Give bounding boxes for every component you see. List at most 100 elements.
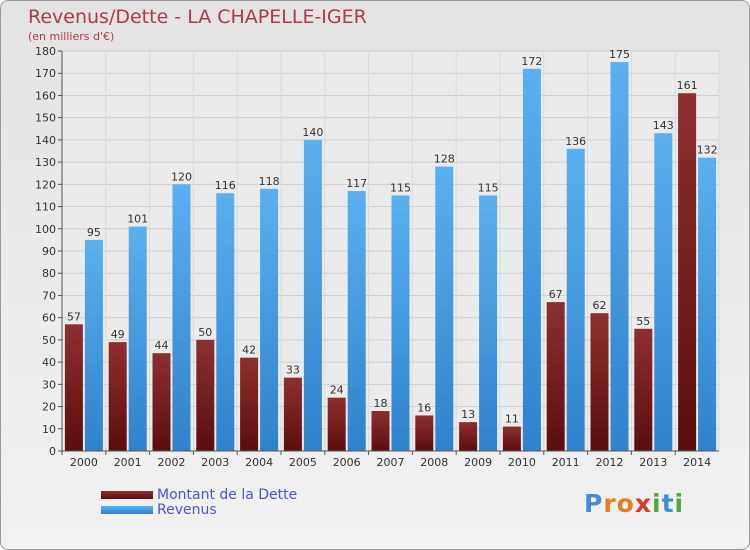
data-label-debt: 42 xyxy=(242,344,256,357)
x-tick-label: 2011 xyxy=(552,456,580,469)
x-tick-label: 2002 xyxy=(158,456,186,469)
y-tick-label: 160 xyxy=(35,89,56,102)
data-label-revenus: 115 xyxy=(478,181,499,194)
data-label-debt: 33 xyxy=(286,364,300,377)
chart-subtitle: (en milliers d'€) xyxy=(28,30,115,43)
bar-debt xyxy=(678,93,697,451)
y-tick-label: 90 xyxy=(42,245,56,258)
data-label-revenus: 128 xyxy=(434,153,455,166)
y-tick-label: 70 xyxy=(42,289,56,302)
bar-debt xyxy=(64,324,83,451)
chart-title: Revenus/Dette - LA CHAPELLE-IGER xyxy=(28,6,367,28)
bar-revenus xyxy=(172,184,191,452)
bar-debt xyxy=(590,313,609,451)
y-tick-label: 0 xyxy=(49,445,56,458)
y-tick-label: 180 xyxy=(35,45,56,58)
bar-revenus xyxy=(479,195,498,451)
data-label-debt: 16 xyxy=(417,401,431,414)
legend-label-debt: Montant de la Dette xyxy=(157,486,298,503)
logo-letter: P xyxy=(584,489,604,518)
y-tick-label: 40 xyxy=(42,356,56,369)
x-tick-label: 2000 xyxy=(70,456,98,469)
data-label-debt: 55 xyxy=(636,315,650,328)
bar-debt xyxy=(634,328,653,451)
data-label-revenus: 118 xyxy=(259,175,280,188)
bar-debt xyxy=(371,411,390,451)
x-tick-label: 2005 xyxy=(289,456,317,469)
bar-revenus xyxy=(303,139,322,451)
data-label-debt: 13 xyxy=(461,408,475,421)
chart-legend: Montant de la Dette Revenus xyxy=(101,486,298,518)
logo-letter: i xyxy=(652,489,662,518)
bar-revenus xyxy=(216,193,235,451)
bar-debt xyxy=(415,415,434,451)
logo-letter: r xyxy=(603,489,617,518)
data-label-debt: 24 xyxy=(330,384,344,397)
legend-label-revenus: Revenus xyxy=(157,501,217,518)
data-label-revenus: 95 xyxy=(87,226,101,239)
x-tick-label: 2004 xyxy=(245,456,273,469)
bar-revenus xyxy=(128,226,147,451)
bar-debt xyxy=(196,339,215,451)
logo-letter: i xyxy=(674,489,685,518)
legend-item-revenus: Revenus xyxy=(101,501,297,518)
data-label-debt: 18 xyxy=(374,397,388,410)
bar-chart: 57 95 49 101 44 120 50 116 42 118 33 140 24 117 18 115 1… xyxy=(35,45,720,469)
x-tick-label: 2013 xyxy=(639,456,667,469)
data-label-debt: 11 xyxy=(505,413,519,426)
bar-debt xyxy=(502,426,521,451)
x-tick-label: 2014 xyxy=(683,456,711,469)
bar-debt xyxy=(327,397,346,451)
data-label-revenus: 172 xyxy=(521,55,542,68)
data-label-revenus: 116 xyxy=(215,179,236,192)
y-tick-label: 130 xyxy=(35,156,56,169)
data-label-revenus: 101 xyxy=(127,213,148,226)
x-tick-label: 2012 xyxy=(596,456,624,469)
bar-revenus xyxy=(654,133,673,451)
y-tick-label: 60 xyxy=(42,312,56,325)
data-label-debt: 49 xyxy=(111,328,125,341)
legend-item-debt: Montant de la Dette xyxy=(101,486,298,503)
y-tick-label: 20 xyxy=(42,401,56,414)
x-tick-label: 2003 xyxy=(201,456,229,469)
y-tick-label: 50 xyxy=(42,334,56,347)
bar-revenus xyxy=(391,195,410,451)
y-tick-label: 100 xyxy=(35,223,56,236)
data-label-revenus: 115 xyxy=(390,181,411,194)
y-tick-label: 80 xyxy=(42,267,56,280)
data-label-revenus: 140 xyxy=(302,126,323,139)
proxiti-logo: Proxiti xyxy=(584,489,684,518)
y-tick-label: 30 xyxy=(42,378,56,391)
y-tick-label: 10 xyxy=(42,423,56,436)
logo-letter: x xyxy=(634,489,652,518)
bar-debt xyxy=(240,357,259,451)
data-label-revenus: 136 xyxy=(565,135,586,148)
y-tick-label: 140 xyxy=(35,134,56,147)
x-tick-label: 2001 xyxy=(114,456,142,469)
bar-debt xyxy=(546,302,565,451)
bar-revenus xyxy=(347,191,366,451)
x-tick-label: 2010 xyxy=(508,456,536,469)
bar-debt xyxy=(152,353,171,451)
bar-debt xyxy=(459,422,478,451)
bar-revenus xyxy=(260,188,279,451)
bar-revenus xyxy=(435,166,454,452)
data-label-revenus: 143 xyxy=(653,119,674,132)
x-tick-label: 2007 xyxy=(377,456,405,469)
data-label-debt: 50 xyxy=(198,326,212,339)
legend-swatch-revenus xyxy=(101,505,153,514)
bar-revenus xyxy=(566,148,585,451)
data-label-debt: 62 xyxy=(593,299,607,312)
bar-revenus xyxy=(698,157,717,451)
x-tick-label: 2008 xyxy=(420,456,448,469)
bar-revenus xyxy=(522,68,541,452)
x-tick-label: 2006 xyxy=(333,456,361,469)
y-tick-label: 150 xyxy=(35,112,56,125)
y-tick-label: 110 xyxy=(35,201,56,214)
data-label-debt: 44 xyxy=(155,339,169,352)
y-tick-label: 120 xyxy=(35,178,56,191)
bar-revenus xyxy=(610,62,629,451)
legend-swatch-debt xyxy=(101,490,153,499)
bar-debt xyxy=(108,342,127,451)
